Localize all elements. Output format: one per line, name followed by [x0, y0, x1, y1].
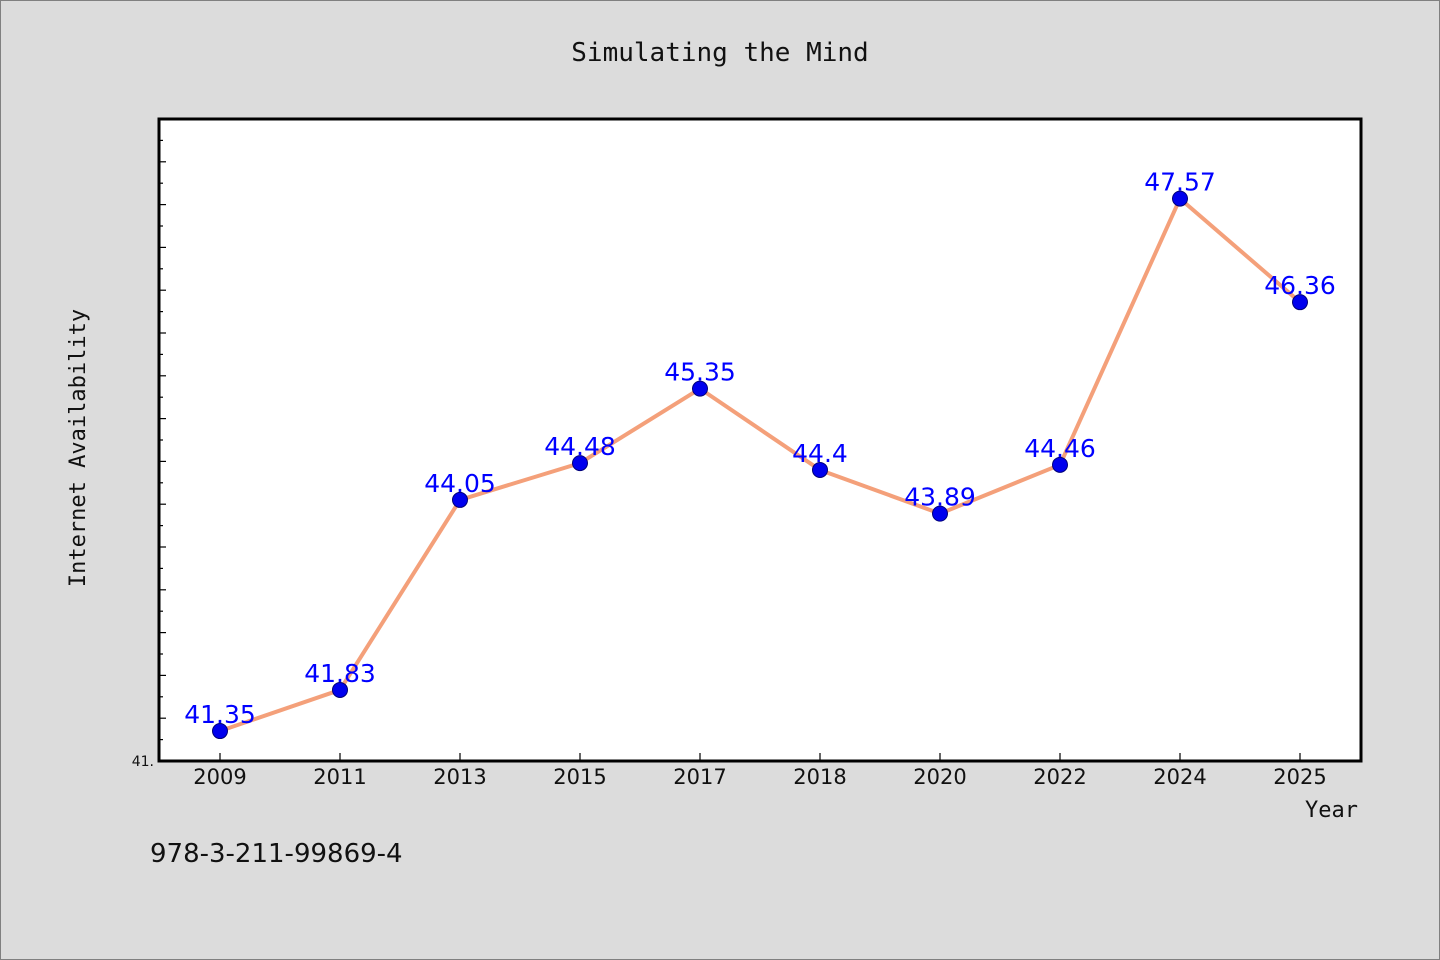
x-tick-label: 2015: [553, 765, 606, 789]
data-point: [812, 461, 828, 478]
y-axis-min-label: 41.: [132, 754, 154, 770]
x-tick-label: 2011: [313, 765, 366, 789]
x-tick-label: 2024: [1153, 765, 1206, 789]
data-label: 45.35: [664, 358, 736, 387]
x-axis-tick-labels: 2009 2011 2013 2015 2017 2018 2020 2022 2024 2025: [193, 765, 1326, 789]
data-point: [1292, 294, 1308, 311]
data-markers: [212, 190, 1308, 740]
data-label: 41.35: [184, 700, 256, 729]
data-point: [212, 723, 228, 740]
x-tick-label: 2018: [793, 765, 846, 789]
data-point: [932, 505, 948, 522]
data-point: [1052, 456, 1068, 473]
data-label: 44.48: [544, 432, 616, 461]
chart-title: Simulating the Mind: [571, 38, 868, 68]
data-label: 44.05: [424, 469, 496, 498]
x-tick-label: 2009: [193, 765, 246, 789]
data-label: 44.46: [1024, 434, 1096, 463]
series-line: [219, 196, 1302, 733]
data-point: [1172, 190, 1188, 207]
data-point: [332, 681, 348, 698]
data-point: [452, 491, 468, 508]
x-tick-label: 2025: [1273, 765, 1326, 789]
data-label: 44.4: [792, 439, 848, 468]
x-tick-label: 2020: [913, 765, 966, 789]
data-label: 43.89: [904, 483, 976, 512]
x-tick-label: 2022: [1033, 765, 1086, 789]
footnote-isbn: 978-3-211-99869-4: [150, 839, 403, 869]
data-label: 41.83: [304, 659, 376, 688]
data-point: [572, 455, 588, 472]
plot-area: [159, 119, 1361, 761]
x-tick-label: 2013: [433, 765, 486, 789]
y-axis-label: Internet Availability: [66, 309, 91, 587]
x-tick-label: 2017: [673, 765, 726, 789]
plot-border: [157, 117, 1363, 763]
data-point: [692, 380, 708, 397]
data-labels: 41.35 41.83 44.05 44.48 45.35 44.4 43.89 44.46 4…: [184, 168, 1336, 729]
data-label: 46.36: [1264, 271, 1336, 300]
data-label: 47.57: [1144, 168, 1216, 197]
x-axis-label: Year: [1305, 798, 1358, 823]
